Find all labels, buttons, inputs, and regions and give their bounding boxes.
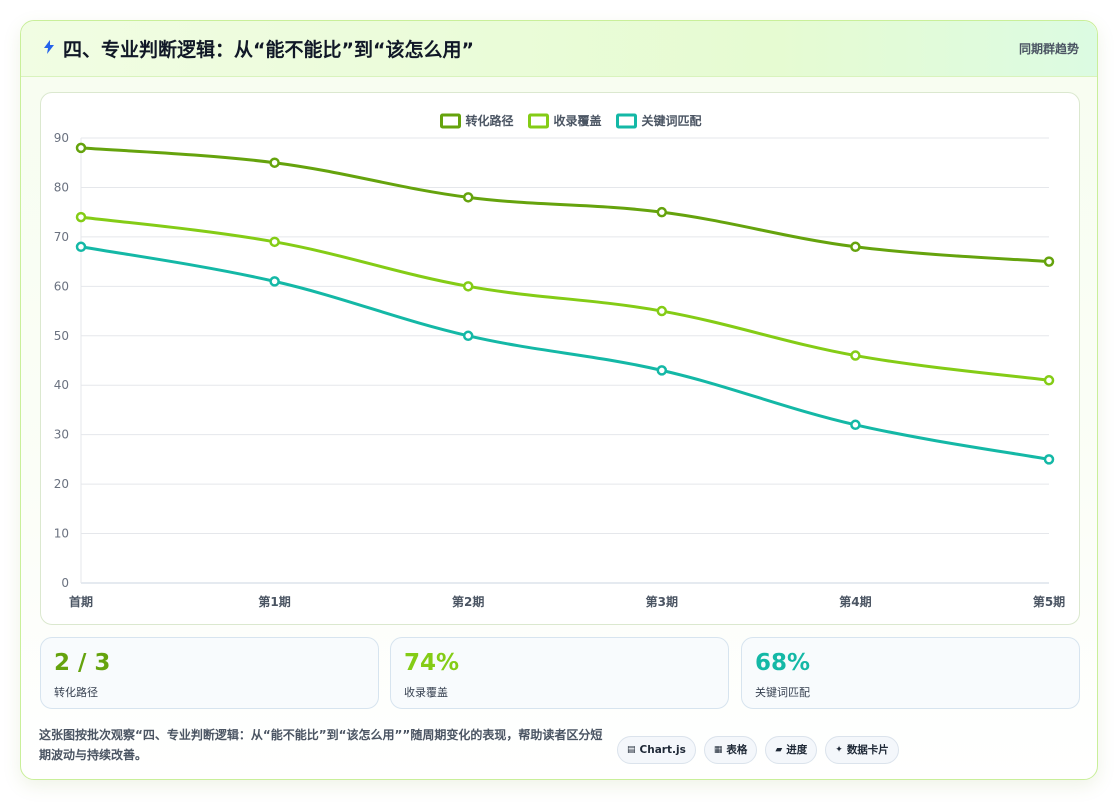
x-tick-label: 首期 <box>69 594 93 609</box>
header-tag: 同期群趋势 <box>1018 42 1079 56</box>
x-tick-label: 第5期 <box>1033 594 1065 609</box>
data-point <box>850 419 861 431</box>
series-line-2 <box>79 215 1051 382</box>
y-tick-label: 60 <box>54 279 69 293</box>
data-point <box>462 281 474 292</box>
data-point <box>1043 454 1055 465</box>
stat-value: 2 / 3 <box>54 650 111 676</box>
y-tick-label: 40 <box>54 378 69 392</box>
stat-label: 收录覆盖 <box>404 686 448 699</box>
line-chart: 0 10 20 30 40 50 60 70 80 90 首期 第1期 第2期 第3期 第4期 第5期 转化路径… <box>54 113 1065 609</box>
chart-panel: 0 10 20 30 40 50 60 70 80 90 首期 第1期 第2期 第3期 第4期 第5期 转化路径… <box>40 92 1080 625</box>
data-point <box>462 192 474 203</box>
data-point <box>75 241 87 253</box>
stat-card-keyword: 68% 关键词匹配 <box>741 637 1080 709</box>
lightning-icon <box>44 40 54 54</box>
data-point <box>1043 375 1055 386</box>
series-line-3 <box>79 245 1051 461</box>
y-tick-label: 70 <box>54 230 69 244</box>
data-point <box>75 211 87 223</box>
data-point <box>656 365 668 376</box>
data-point <box>1043 256 1055 267</box>
stat-card-coverage: 74% 收录覆盖 <box>390 637 729 709</box>
stat-label: 关键词匹配 <box>755 686 810 699</box>
data-point <box>656 305 668 317</box>
data-point <box>75 142 87 154</box>
data-point <box>850 350 861 361</box>
y-tick-label: 80 <box>54 180 69 194</box>
progress-icon: ▰ <box>775 745 783 755</box>
pill-label: Chart.js <box>639 744 686 756</box>
data-point <box>269 157 280 168</box>
legend-swatch <box>440 113 461 129</box>
card-header: 四、专业判断逻辑：从“能不能比”到“该怎么用” 同期群趋势 <box>21 21 1097 77</box>
legend-swatch <box>616 113 637 129</box>
x-tick-label: 第4期 <box>839 594 871 609</box>
stat-value: 68% <box>755 650 811 676</box>
pill-chartjs[interactable]: ▤ Chart.js <box>617 736 696 764</box>
chart-icon: ▤ <box>627 745 636 755</box>
pill-table[interactable]: ▦ 表格 <box>703 736 758 764</box>
x-tick-label: 第3期 <box>646 594 678 609</box>
data-point <box>850 241 861 253</box>
pill-data-card[interactable]: ✦ 数据卡片 <box>825 736 899 764</box>
pill-label: 数据卡片 <box>846 744 889 756</box>
data-point <box>269 236 280 248</box>
page-title: 四、专业判断逻辑：从“能不能比”到“该怎么用” <box>63 39 474 61</box>
report-card: 四、专业判断逻辑：从“能不能比”到“该怎么用” 同期群趋势 0 10 20 30 40 5… <box>20 20 1098 780</box>
legend-label: 转化路径 <box>466 113 514 128</box>
legend-swatch <box>528 113 549 129</box>
data-point <box>656 206 668 218</box>
chart-description: 这张图按批次观察“四、专业判断逻辑：从“能不能比”到“该怎么用””随周期变化的表… <box>39 728 603 762</box>
data-point <box>462 330 474 342</box>
y-tick-label: 90 <box>54 131 69 145</box>
data-point <box>269 276 280 287</box>
sparkle-icon: ✦ <box>835 745 843 755</box>
y-tick-label: 30 <box>54 428 69 442</box>
legend-label: 收录覆盖 <box>554 113 602 128</box>
y-tick-label: 20 <box>54 477 69 491</box>
pill-progress[interactable]: ▰ 进度 <box>765 736 818 764</box>
stat-label: 转化路径 <box>54 686 98 699</box>
stat-card-conversion: 2 / 3 转化路径 <box>40 637 379 709</box>
y-tick-label: 50 <box>54 329 69 343</box>
y-tick-label: 10 <box>54 527 69 541</box>
x-tick-label: 第2期 <box>452 594 484 609</box>
stat-value: 74% <box>404 650 460 676</box>
pill-label: 进度 <box>786 744 808 756</box>
y-tick-label: 0 <box>61 576 69 590</box>
legend-label: 关键词匹配 <box>642 113 702 128</box>
series-line-1 <box>79 146 1051 264</box>
x-tick-label: 第1期 <box>258 594 290 609</box>
table-icon: ▦ <box>713 745 723 755</box>
pill-label: 表格 <box>726 744 748 756</box>
tag-list: ▤ Chart.js ▦ 表格 ▰ 进度 ✦ 数据卡片 <box>617 736 899 764</box>
